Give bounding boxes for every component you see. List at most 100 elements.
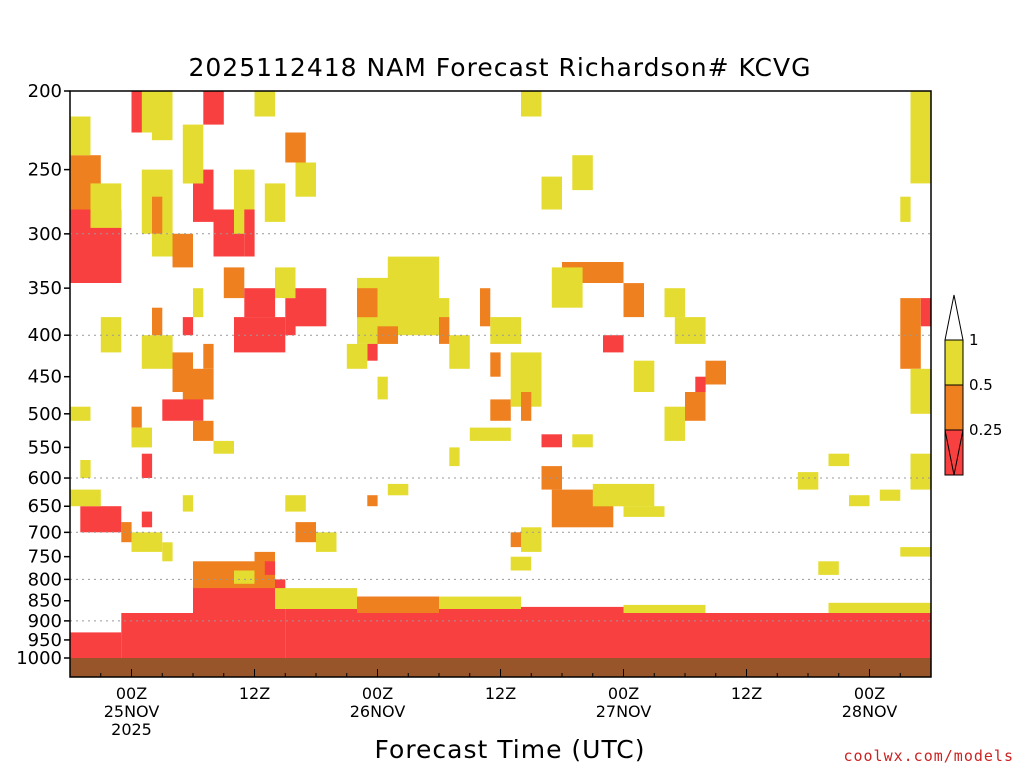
ri-cell <box>521 527 542 552</box>
y-axis: 200 250 300 350 400 450 500 550 600 650 700 7508008… <box>16 81 70 669</box>
colorbar-legend: 1 0.5 0.25 <box>944 294 1002 476</box>
y-tick-label: 950 <box>28 630 62 651</box>
ri-cell <box>182 124 204 184</box>
colorbar-swatch <box>944 384 964 431</box>
ground-band <box>70 658 931 677</box>
ri-cell <box>357 596 439 613</box>
ri-cell <box>70 489 101 507</box>
x-tick-label: 26NOV <box>350 702 406 721</box>
y-tick-label: 550 <box>28 437 62 458</box>
colorbar-label: 0.25 <box>969 421 1002 439</box>
x-tick-label: 12Z <box>485 684 516 703</box>
colorbar-label: 0.5 <box>969 376 993 394</box>
y-tick-label: 250 <box>28 160 62 181</box>
ri-cell <box>141 453 153 478</box>
y-tick-label: 650 <box>28 496 62 517</box>
ri-cell <box>357 288 378 318</box>
credit-text: coolwx.com/models <box>843 747 1014 765</box>
ri-cell <box>285 495 306 512</box>
ri-cell <box>234 570 255 584</box>
ri-cell <box>141 335 173 369</box>
ri-cell <box>797 472 819 490</box>
ri-cell <box>264 183 286 222</box>
y-tick-label: 1000 <box>16 648 62 669</box>
x-tick-label: 2025 <box>111 720 152 739</box>
ri-cell <box>480 288 491 327</box>
ri-cell <box>664 406 685 441</box>
ri-cell <box>439 317 450 344</box>
x-tick-label: 28NOV <box>842 702 898 721</box>
ri-cell <box>490 399 511 421</box>
ri-cell <box>264 561 276 575</box>
ri-cell <box>551 267 583 308</box>
ri-cell <box>705 360 726 385</box>
ri-cell <box>879 489 901 501</box>
y-tick-label: 400 <box>28 325 62 346</box>
ri-cell <box>828 453 849 467</box>
chart-title: 2025112418 NAM Forecast Richardson# KCVG <box>188 53 811 82</box>
ri-cell <box>818 561 839 575</box>
ri-cell <box>223 267 245 299</box>
ri-cell <box>70 116 91 156</box>
ri-cell <box>131 427 152 448</box>
x-axis-label: Forecast Time (UTC) <box>375 735 646 764</box>
ri-cell <box>521 392 532 421</box>
ri-cell <box>131 532 163 552</box>
ri-cell <box>828 602 931 613</box>
ri-cell <box>377 376 388 400</box>
x-tick-label: 00Z <box>608 684 639 703</box>
ri-cell <box>203 91 224 125</box>
ri-cell <box>572 434 593 448</box>
ri-cell <box>193 579 286 658</box>
ri-cell <box>234 317 286 353</box>
ri-cell <box>121 522 132 543</box>
ri-cell <box>510 532 521 548</box>
y-tick-label: 900 <box>28 611 62 632</box>
ri-cell <box>182 368 214 400</box>
ri-cell <box>80 506 122 533</box>
ri-cell <box>80 460 91 479</box>
ri-cell <box>141 511 153 528</box>
ri-cell <box>346 343 368 369</box>
ri-cell <box>70 406 91 421</box>
ri-cell <box>172 233 193 268</box>
ri-cell <box>121 613 194 658</box>
ri-cell <box>439 606 665 658</box>
ri-cell <box>572 155 593 191</box>
ri-cell <box>285 298 296 336</box>
ri-cell <box>674 317 706 344</box>
ri-cell <box>182 317 194 336</box>
ri-cell <box>182 495 194 512</box>
x-tick-label: 00Z <box>362 684 393 703</box>
ri-cell <box>849 495 870 507</box>
ri-cell <box>295 288 327 327</box>
ri-cell <box>521 91 542 117</box>
ri-cell <box>695 376 706 392</box>
ri-cell <box>439 596 521 609</box>
colorbar-label: 1 <box>969 331 979 349</box>
y-tick-label: 850 <box>28 591 62 612</box>
x-tick-label: 25NOV <box>104 702 160 721</box>
ri-cell <box>490 352 501 377</box>
ri-cell <box>367 495 378 507</box>
ri-cell <box>387 483 409 496</box>
ri-cell <box>162 542 173 562</box>
ri-cell <box>131 91 142 133</box>
ri-cell <box>490 317 522 344</box>
ri-cell <box>275 588 357 609</box>
ri-cell <box>316 532 337 552</box>
ri-cell <box>469 427 511 441</box>
ri-cell <box>910 368 931 414</box>
ri-cell <box>152 307 163 336</box>
ri-cell <box>449 335 470 369</box>
y-tick-label: 750 <box>28 547 62 568</box>
ri-cell <box>244 209 255 257</box>
x-tick-label: 12Z <box>239 684 270 703</box>
ri-cell <box>623 506 665 517</box>
ri-cell <box>213 440 234 454</box>
ri-cell <box>664 288 685 318</box>
ri-cell <box>900 547 931 557</box>
y-tick-label: 500 <box>28 404 62 425</box>
ri-cell <box>685 392 706 421</box>
